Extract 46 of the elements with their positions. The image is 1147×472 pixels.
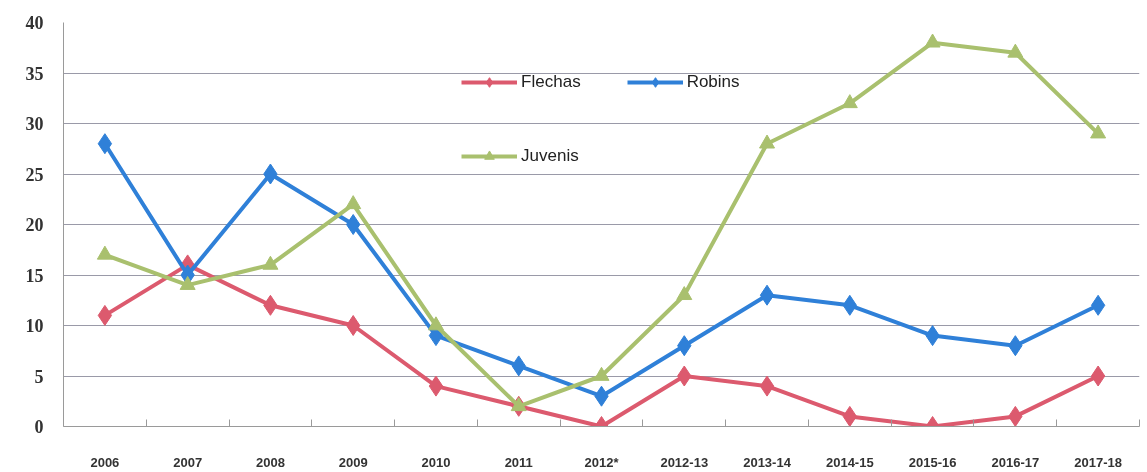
x-tick-label: 2015-16 bbox=[908, 454, 957, 470]
x-tick-label: 2013-14 bbox=[743, 454, 792, 470]
x-tick-label: 2009 bbox=[338, 454, 368, 470]
x-tick-label: 2007 bbox=[173, 454, 203, 470]
point bbox=[427, 316, 444, 331]
point bbox=[1090, 294, 1106, 316]
point bbox=[346, 315, 361, 336]
point bbox=[924, 33, 941, 48]
x-tick-label: 2010 bbox=[421, 454, 451, 470]
point bbox=[510, 397, 527, 412]
point bbox=[759, 375, 775, 397]
x-tick-label: 2014-15 bbox=[825, 454, 874, 470]
x-tick-label: 2016-17 bbox=[991, 454, 1040, 470]
point bbox=[428, 375, 444, 397]
x-tick-label: 2006 bbox=[90, 454, 120, 470]
point bbox=[759, 134, 776, 149]
point bbox=[1090, 365, 1106, 387]
y-tick-label: 25 bbox=[25, 164, 44, 185]
point bbox=[179, 275, 196, 290]
legend-label: Robins bbox=[686, 72, 740, 92]
point bbox=[346, 214, 361, 235]
point bbox=[676, 286, 693, 301]
x-tick-label: 2008 bbox=[255, 454, 285, 470]
point bbox=[759, 284, 775, 306]
legend-label: Flechas bbox=[521, 72, 581, 92]
y-tick-label: 40 bbox=[25, 13, 44, 33]
y-tick-label: 15 bbox=[25, 265, 44, 286]
point bbox=[1090, 124, 1107, 139]
point bbox=[97, 304, 113, 326]
x-tick-label: 2011 bbox=[504, 454, 533, 470]
point bbox=[841, 94, 858, 109]
point bbox=[345, 195, 362, 210]
x-tick-label: 2012-13 bbox=[660, 454, 709, 470]
y-tick-label: 30 bbox=[25, 114, 44, 134]
point bbox=[1007, 43, 1024, 58]
x-tick-label: 2017-18 bbox=[1074, 454, 1122, 470]
y-tick-label: 5 bbox=[34, 366, 44, 387]
legend-label: Juvenis bbox=[521, 146, 579, 166]
y-tick-label: 10 bbox=[25, 316, 44, 336]
point bbox=[262, 255, 279, 270]
y-tick-label: 20 bbox=[25, 215, 44, 235]
x-tick-label: 2012* bbox=[584, 454, 620, 470]
y-tick-label: 0 bbox=[34, 417, 44, 437]
point bbox=[97, 133, 113, 155]
point bbox=[96, 245, 113, 260]
y-tick-label: 35 bbox=[25, 63, 44, 84]
